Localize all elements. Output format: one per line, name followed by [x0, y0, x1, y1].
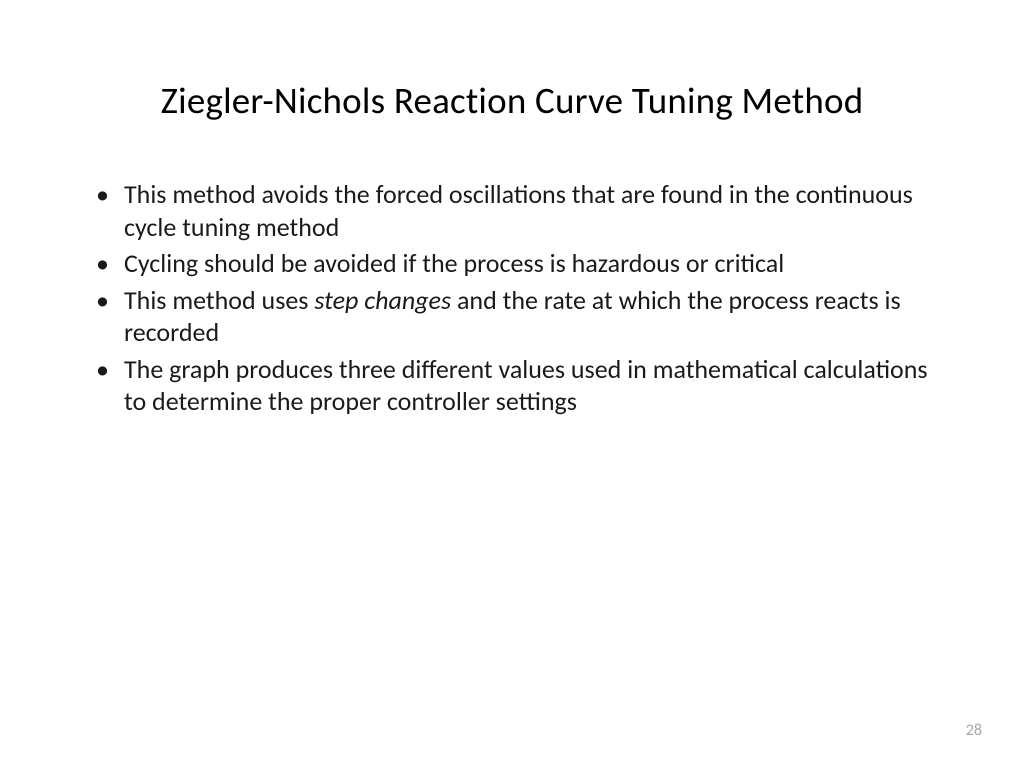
bullet-text-pre: The graph produces three different value… — [124, 353, 928, 418]
page-number: 28 — [966, 721, 982, 740]
bullet-item: The graph produces three different value… — [90, 353, 954, 418]
bullet-text-pre: Cycling should be avoided if the process… — [124, 247, 784, 279]
bullet-item: Cycling should be avoided if the process… — [90, 247, 954, 280]
bullet-text-pre: This method uses — [124, 284, 314, 316]
bullet-text-em: step changes — [314, 284, 451, 316]
bullet-text-pre: This method avoids the forced oscillatio… — [124, 178, 913, 243]
slide-title: Ziegler-Nichols Reaction Curve Tuning Me… — [0, 78, 1024, 123]
slide-body: This method avoids the forced oscillatio… — [90, 178, 954, 422]
bullet-item: This method uses step changes and the ra… — [90, 284, 954, 349]
slide: Ziegler-Nichols Reaction Curve Tuning Me… — [0, 0, 1024, 768]
bullet-list: This method avoids the forced oscillatio… — [90, 178, 954, 418]
bullet-item: This method avoids the forced oscillatio… — [90, 178, 954, 243]
